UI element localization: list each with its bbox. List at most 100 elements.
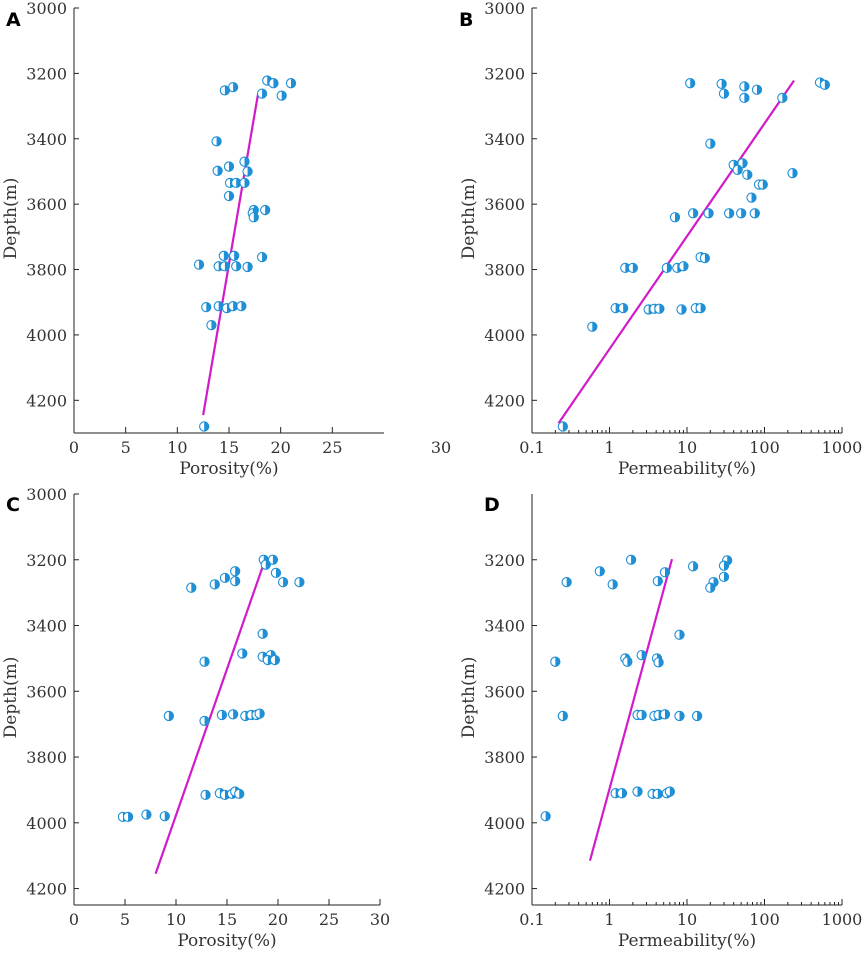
data-point bbox=[213, 301, 224, 312]
data-point bbox=[122, 811, 134, 823]
data-point bbox=[652, 788, 663, 800]
x-tick-label: 30 bbox=[370, 910, 390, 929]
data-point bbox=[653, 657, 664, 668]
data-point bbox=[664, 786, 675, 797]
data-point bbox=[270, 567, 282, 579]
data-point-fill bbox=[723, 572, 729, 582]
data-point-fill bbox=[592, 322, 597, 332]
data-point bbox=[739, 92, 750, 104]
data-point-fill bbox=[242, 648, 247, 659]
data-point bbox=[757, 179, 768, 190]
data-point-fill bbox=[664, 709, 670, 719]
data-point-fill bbox=[704, 253, 710, 263]
y-tick-label: 4000 bbox=[26, 326, 67, 345]
data-point bbox=[260, 204, 271, 216]
data-point bbox=[751, 84, 763, 95]
data-point bbox=[230, 575, 241, 587]
data-point bbox=[819, 79, 830, 90]
data-point-fill bbox=[262, 252, 267, 262]
data-point bbox=[219, 261, 231, 272]
data-point-fill bbox=[664, 567, 670, 577]
data-point bbox=[242, 261, 253, 273]
data-point bbox=[285, 78, 297, 89]
data-point-fill bbox=[729, 208, 734, 218]
data-point bbox=[223, 161, 235, 172]
data-point bbox=[695, 302, 706, 314]
data-point bbox=[636, 709, 647, 721]
data-point bbox=[716, 78, 727, 89]
data-point bbox=[234, 788, 245, 800]
data-point-fill bbox=[233, 82, 238, 92]
data-point bbox=[227, 81, 239, 93]
data-point-fill bbox=[253, 212, 259, 222]
y-tick-label: 4000 bbox=[484, 326, 525, 345]
data-point bbox=[617, 302, 629, 314]
data-point-fill bbox=[693, 208, 698, 218]
data-point bbox=[260, 559, 271, 570]
data-point bbox=[661, 262, 673, 274]
data-point-fill bbox=[273, 78, 279, 88]
y-tick-label: 3400 bbox=[26, 130, 67, 149]
data-point-fill bbox=[792, 168, 798, 178]
data-point-fill bbox=[234, 251, 239, 261]
y-tick-label: 3200 bbox=[26, 551, 67, 570]
data-point-fill bbox=[747, 170, 752, 180]
y-tick-label: 3000 bbox=[26, 485, 67, 504]
panel-letter: D bbox=[484, 494, 500, 516]
data-point-fill bbox=[555, 657, 560, 667]
data-point bbox=[724, 208, 735, 219]
y-axis-title: Depth(m) bbox=[1, 657, 21, 739]
data-point-fill bbox=[265, 205, 270, 215]
data-point-fill bbox=[599, 566, 605, 576]
data-point-fill bbox=[221, 710, 227, 720]
data-point bbox=[186, 582, 197, 593]
x-tick-label: 25 bbox=[322, 438, 342, 457]
data-point bbox=[269, 654, 281, 666]
data-point-fill bbox=[637, 786, 643, 797]
panel-a: A 3000 3200 3400 3600 3800 4000 4200 0 5 10 15 20 25 3… bbox=[1, 0, 451, 479]
data-point bbox=[787, 167, 798, 179]
data-point bbox=[218, 250, 229, 261]
panel-letter: B bbox=[459, 9, 473, 31]
y-tick-label: 3600 bbox=[26, 682, 67, 701]
data-point-fill bbox=[674, 212, 680, 222]
data-point bbox=[199, 421, 210, 432]
data-point-fill bbox=[272, 555, 278, 565]
data-point-fill bbox=[204, 421, 209, 432]
panel-letter: A bbox=[6, 9, 21, 31]
data-point-fill bbox=[204, 716, 210, 726]
data-point bbox=[294, 576, 305, 588]
data-point bbox=[625, 554, 637, 565]
data-point-fill bbox=[666, 263, 672, 273]
panel-letter: C bbox=[6, 494, 20, 516]
data-point bbox=[159, 811, 170, 822]
data-point bbox=[248, 212, 259, 223]
data-point bbox=[199, 656, 210, 667]
data-point bbox=[607, 579, 618, 590]
data-point-fill bbox=[710, 139, 715, 149]
data-point-fill bbox=[216, 136, 222, 146]
data-point-fill bbox=[562, 421, 568, 432]
data-point-fill bbox=[713, 577, 719, 587]
x-tick-label: 0 bbox=[69, 438, 79, 457]
data-point-fill bbox=[233, 709, 238, 719]
data-point-fill bbox=[224, 85, 230, 95]
data-point-fill bbox=[241, 301, 246, 311]
data-point-fill bbox=[744, 93, 749, 103]
data-point-fill bbox=[723, 89, 729, 99]
x-axis-title: Porosity(%) bbox=[179, 459, 278, 479]
x-tick-label: 10 bbox=[167, 438, 187, 457]
data-point-fill bbox=[690, 78, 695, 88]
x-tick-label: 20 bbox=[270, 438, 290, 457]
x-tick-label: 25 bbox=[319, 910, 339, 929]
x-tick-label: 100 bbox=[749, 910, 780, 929]
data-point bbox=[616, 788, 628, 799]
data-point bbox=[749, 208, 760, 219]
data-point bbox=[256, 251, 268, 263]
data-point-fill bbox=[612, 579, 618, 590]
data-point-fill bbox=[623, 303, 628, 313]
x-tick-label: 10 bbox=[166, 910, 186, 929]
data-point-fill bbox=[247, 262, 253, 272]
data-point-fill bbox=[710, 583, 715, 593]
data-point bbox=[267, 554, 279, 565]
